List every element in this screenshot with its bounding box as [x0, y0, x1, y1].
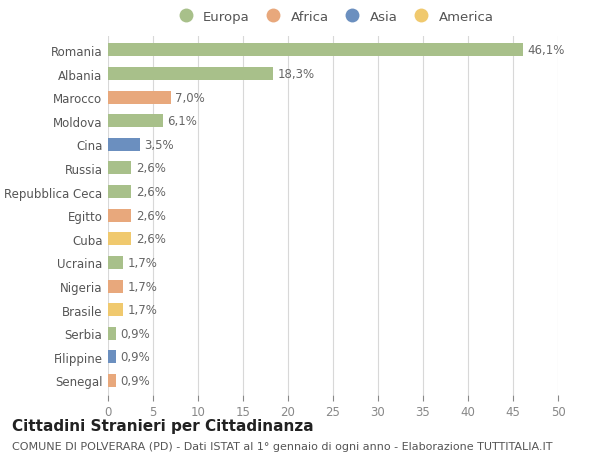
- Text: 1,7%: 1,7%: [128, 257, 158, 269]
- Bar: [108, 139, 139, 151]
- Text: 3,5%: 3,5%: [144, 139, 173, 151]
- Bar: [108, 162, 131, 175]
- Text: 6,1%: 6,1%: [167, 115, 197, 128]
- Bar: [108, 115, 163, 128]
- Text: 0,9%: 0,9%: [121, 327, 151, 340]
- Text: 7,0%: 7,0%: [176, 91, 205, 105]
- Text: 1,7%: 1,7%: [128, 303, 158, 316]
- Bar: [108, 45, 523, 57]
- Bar: [108, 186, 131, 199]
- Text: 18,3%: 18,3%: [277, 68, 314, 81]
- Bar: [108, 91, 171, 105]
- Text: 2,6%: 2,6%: [136, 209, 166, 222]
- Bar: [108, 280, 124, 293]
- Bar: [108, 257, 124, 269]
- Bar: [108, 327, 116, 340]
- Text: 2,6%: 2,6%: [136, 233, 166, 246]
- Text: 1,7%: 1,7%: [128, 280, 158, 293]
- Bar: [108, 233, 131, 246]
- Bar: [108, 68, 273, 81]
- Text: Cittadini Stranieri per Cittadinanza: Cittadini Stranieri per Cittadinanza: [12, 418, 314, 433]
- Text: 0,9%: 0,9%: [121, 374, 151, 387]
- Text: 2,6%: 2,6%: [136, 162, 166, 175]
- Bar: [108, 209, 131, 222]
- Bar: [108, 374, 116, 387]
- Text: COMUNE DI POLVERARA (PD) - Dati ISTAT al 1° gennaio di ogni anno - Elaborazione : COMUNE DI POLVERARA (PD) - Dati ISTAT al…: [12, 441, 553, 451]
- Legend: Europa, Africa, Asia, America: Europa, Africa, Asia, America: [170, 8, 496, 27]
- Text: 2,6%: 2,6%: [136, 186, 166, 199]
- Text: 46,1%: 46,1%: [527, 45, 565, 57]
- Text: 0,9%: 0,9%: [121, 351, 151, 364]
- Bar: [108, 351, 116, 364]
- Bar: [108, 303, 124, 316]
